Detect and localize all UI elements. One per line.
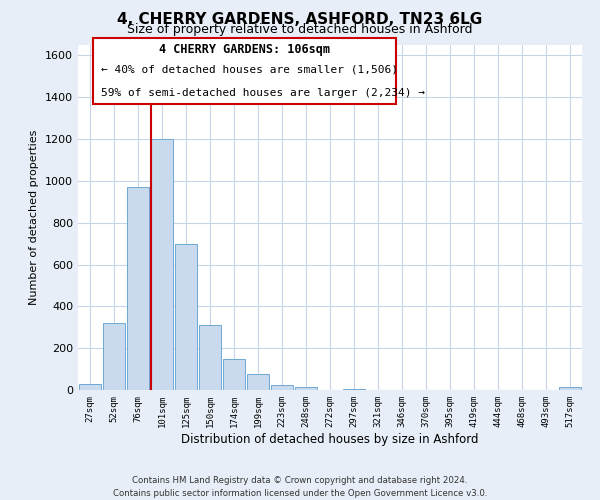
- Bar: [247, 374, 269, 390]
- Bar: [559, 387, 581, 390]
- Text: 4, CHERRY GARDENS, ASHFORD, TN23 6LG: 4, CHERRY GARDENS, ASHFORD, TN23 6LG: [118, 12, 482, 28]
- Bar: [295, 387, 317, 390]
- Bar: [271, 385, 293, 390]
- X-axis label: Distribution of detached houses by size in Ashford: Distribution of detached houses by size …: [181, 432, 479, 446]
- Bar: [175, 244, 197, 390]
- Bar: [127, 187, 149, 390]
- Bar: [79, 384, 101, 390]
- Text: 59% of semi-detached houses are larger (2,234) →: 59% of semi-detached houses are larger (…: [101, 88, 425, 99]
- Text: Contains HM Land Registry data © Crown copyright and database right 2024.
Contai: Contains HM Land Registry data © Crown c…: [113, 476, 487, 498]
- Bar: [103, 323, 125, 390]
- Text: Size of property relative to detached houses in Ashford: Size of property relative to detached ho…: [127, 24, 473, 36]
- FancyBboxPatch shape: [93, 38, 395, 104]
- Bar: [199, 325, 221, 390]
- Bar: [343, 389, 365, 390]
- Text: ← 40% of detached houses are smaller (1,506): ← 40% of detached houses are smaller (1,…: [101, 64, 398, 74]
- Bar: [151, 139, 173, 390]
- Bar: [223, 358, 245, 390]
- Y-axis label: Number of detached properties: Number of detached properties: [29, 130, 40, 305]
- Text: 4 CHERRY GARDENS: 106sqm: 4 CHERRY GARDENS: 106sqm: [159, 44, 330, 57]
